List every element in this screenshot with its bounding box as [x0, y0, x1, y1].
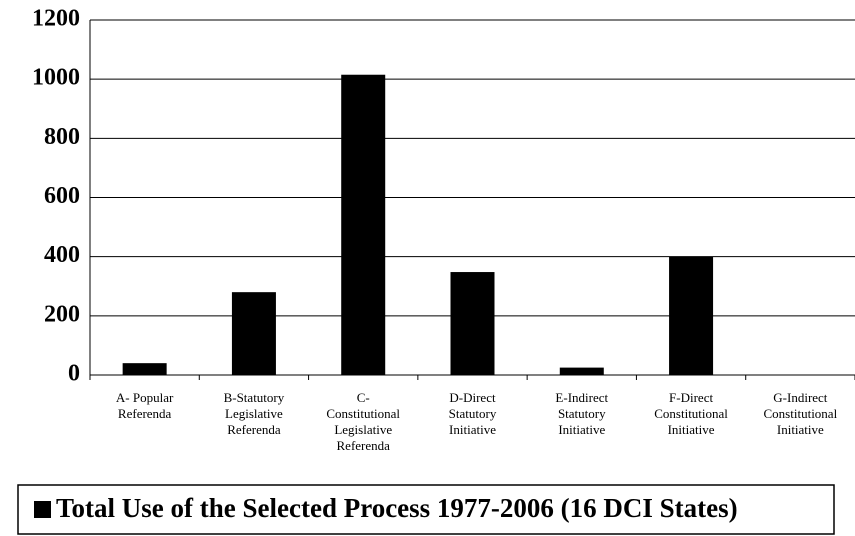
legend-label: Total Use of the Selected Process 1977-2… — [56, 493, 738, 523]
x-tick-label: Referenda — [227, 422, 281, 437]
y-tick-label: 1200 — [32, 6, 80, 32]
bar — [559, 367, 604, 375]
x-tick-label: Constitutional — [764, 406, 838, 421]
x-tick-label: Referenda — [118, 406, 172, 421]
y-tick-label: 600 — [44, 183, 80, 209]
x-tick-label: Statutory — [558, 406, 606, 421]
x-tick-label: C- — [357, 390, 370, 405]
bar — [669, 256, 714, 375]
x-tick-label: Legislative — [334, 422, 392, 437]
y-tick-label: 400 — [44, 242, 80, 268]
bar — [341, 74, 386, 376]
y-tick-label: 0 — [68, 361, 80, 387]
x-tick-label: Statutory — [449, 406, 497, 421]
x-tick-label: Referenda — [337, 438, 391, 453]
x-tick-label: Initiative — [558, 422, 605, 437]
x-tick-label: Initiative — [777, 422, 824, 437]
y-tick-label: 1000 — [32, 65, 80, 91]
x-tick-label: D-Direct — [449, 390, 496, 405]
y-tick-label: 800 — [44, 124, 80, 150]
bar — [231, 292, 276, 375]
bar — [450, 272, 495, 375]
x-tick-label: Constitutional — [326, 406, 400, 421]
legend-swatch — [34, 501, 51, 518]
x-tick-label: G-Indirect — [773, 390, 828, 405]
x-tick-label: Initiative — [449, 422, 496, 437]
x-tick-label: Initiative — [668, 422, 715, 437]
x-tick-label: Constitutional — [654, 406, 728, 421]
bar — [122, 363, 167, 375]
x-tick-label: A- Popular — [116, 390, 174, 405]
x-tick-label: B-Statutory — [224, 390, 285, 405]
x-tick-label: F-Direct — [669, 390, 713, 405]
y-tick-label: 200 — [44, 301, 80, 327]
x-tick-label: Legislative — [225, 406, 283, 421]
legend-box — [17, 484, 835, 535]
x-tick-label: E-Indirect — [555, 390, 608, 405]
